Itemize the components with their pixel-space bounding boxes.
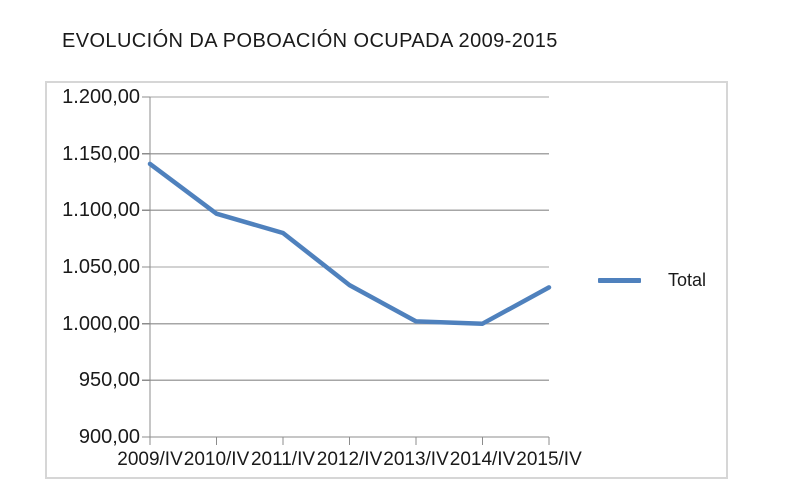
x-axis-tick-label: 2015/IV	[516, 449, 582, 470]
x-axis-tick-label: 2009/IV	[117, 449, 183, 470]
chart-area: 1.200,00 1.150,00 1.100,00 1.050,00 1.000,00…	[45, 81, 728, 479]
legend: Total	[598, 269, 706, 291]
y-axis-tick-label: 1.150,00	[62, 142, 140, 165]
x-axis-tick-label: 2010/IV	[183, 449, 250, 470]
y-axis-tick-label: 1.050,00	[62, 256, 140, 278]
plot-area	[142, 96, 552, 445]
x-axis-tick-label: 2014/IV	[449, 449, 516, 470]
y-axis-tick-label: 1.200,00	[62, 86, 140, 108]
x-axis-tick-label: 2012/IV	[316, 449, 383, 470]
y-axis-tick-label: 1.000,00	[62, 312, 140, 335]
y-axis-tick-label: 900,00	[78, 426, 140, 448]
x-axis-tick-label: 2011/IV	[250, 449, 316, 470]
series-line-total	[147, 161, 552, 326]
legend-label: Total	[668, 269, 707, 290]
chart-title: EVOLUCIÓN DA POBOACIÓN OCUPADA 2009-2015	[62, 30, 558, 52]
legend-line-swatch	[598, 277, 641, 283]
y-axis-tick-label: 1.100,00	[62, 199, 140, 222]
y-axis-tick-label: 950,00	[78, 369, 140, 392]
x-axis-tick-label: 2013/IV	[383, 449, 449, 470]
